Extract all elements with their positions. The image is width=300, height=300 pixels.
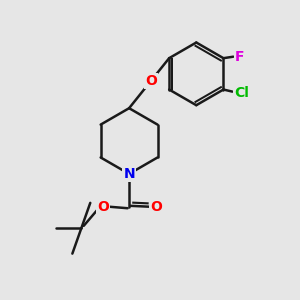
Text: F: F <box>235 50 244 64</box>
Text: O: O <box>97 200 109 214</box>
Text: N: N <box>123 167 135 181</box>
Text: O: O <box>145 74 157 88</box>
Text: Cl: Cl <box>235 86 249 100</box>
Text: O: O <box>150 200 162 214</box>
